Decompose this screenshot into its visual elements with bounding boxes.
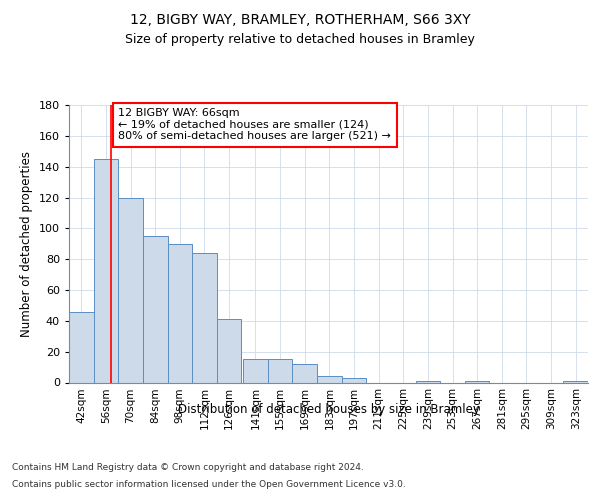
- Text: Contains HM Land Registry data © Crown copyright and database right 2024.: Contains HM Land Registry data © Crown c…: [12, 462, 364, 471]
- Text: Size of property relative to detached houses in Bramley: Size of property relative to detached ho…: [125, 32, 475, 46]
- Text: Contains public sector information licensed under the Open Government Licence v3: Contains public sector information licen…: [12, 480, 406, 489]
- Bar: [268, 360, 292, 382]
- Bar: [317, 376, 341, 382]
- Bar: [217, 320, 241, 382]
- Bar: [465, 381, 490, 382]
- Bar: [243, 360, 268, 382]
- Bar: [341, 378, 367, 382]
- Bar: [69, 312, 94, 382]
- Text: 12, BIGBY WAY, BRAMLEY, ROTHERHAM, S66 3XY: 12, BIGBY WAY, BRAMLEY, ROTHERHAM, S66 3…: [130, 12, 470, 26]
- Bar: [192, 253, 217, 382]
- Bar: [143, 236, 167, 382]
- Text: Distribution of detached houses by size in Bramley: Distribution of detached houses by size …: [178, 402, 480, 415]
- Bar: [94, 159, 118, 382]
- Y-axis label: Number of detached properties: Number of detached properties: [20, 151, 33, 337]
- Bar: [416, 381, 440, 382]
- Bar: [118, 198, 143, 382]
- Bar: [563, 381, 588, 382]
- Text: 12 BIGBY WAY: 66sqm
← 19% of detached houses are smaller (124)
80% of semi-detac: 12 BIGBY WAY: 66sqm ← 19% of detached ho…: [118, 108, 391, 142]
- Bar: [292, 364, 317, 382]
- Bar: [167, 244, 192, 382]
